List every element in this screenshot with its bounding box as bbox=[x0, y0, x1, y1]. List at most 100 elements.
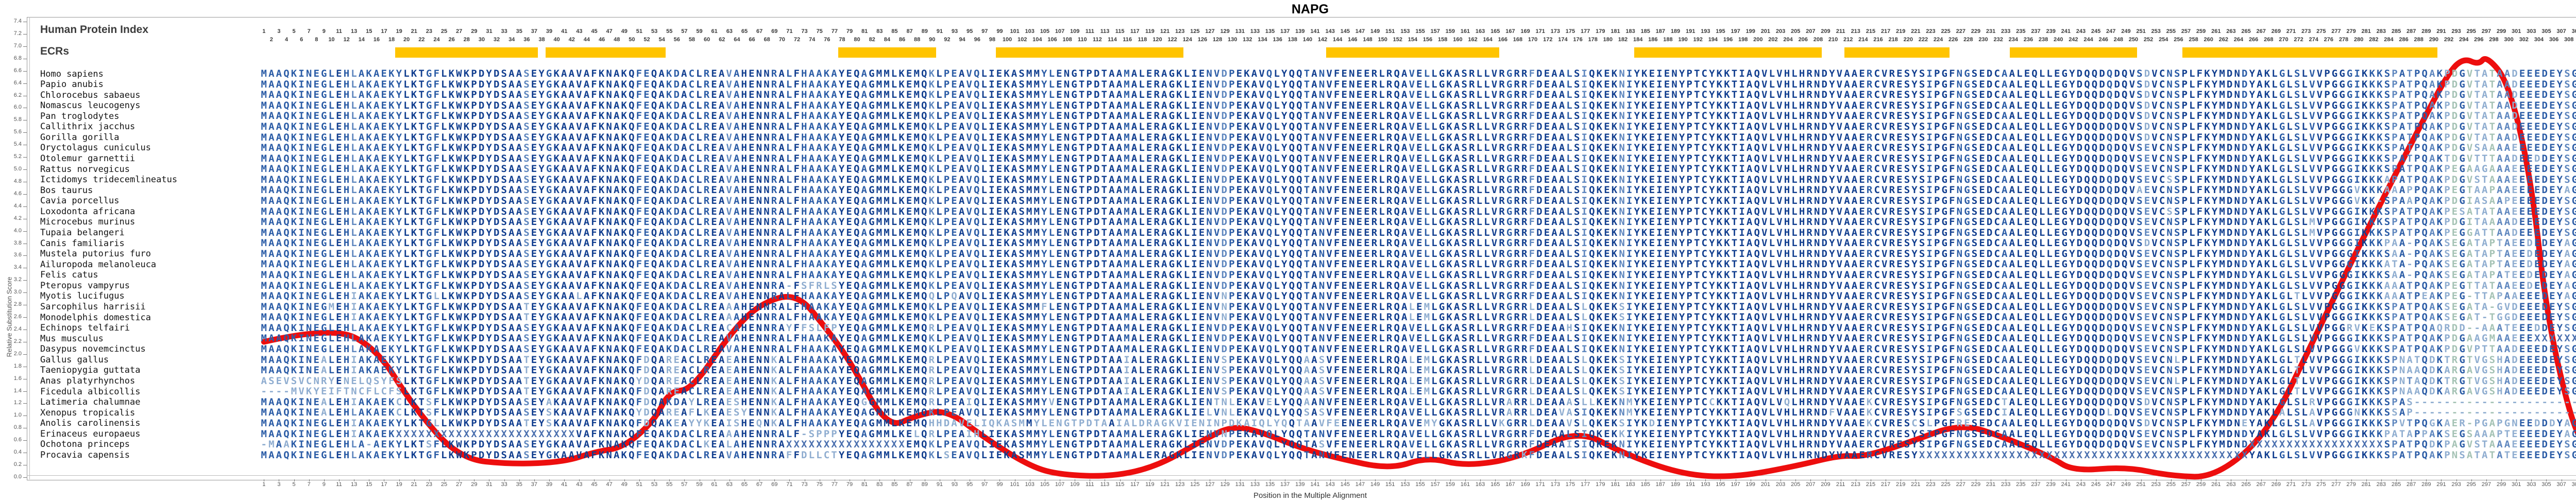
x-tick-mark bbox=[2156, 479, 2157, 481]
x-tick-label: 25 bbox=[440, 481, 448, 488]
x-tick-label: 69 bbox=[771, 481, 778, 488]
x-tick-label: 143 bbox=[1325, 481, 1335, 488]
column-number: 77 bbox=[831, 28, 838, 34]
species-name: Otolemur garnettii bbox=[40, 153, 135, 164]
x-tick-label: 259 bbox=[2196, 481, 2206, 488]
x-tick-label: 277 bbox=[2331, 481, 2341, 488]
x-tick-label: 303 bbox=[2527, 481, 2536, 488]
x-tick-label: 245 bbox=[2091, 481, 2101, 488]
column-number: 93 bbox=[951, 28, 958, 34]
x-tick-label: 67 bbox=[756, 481, 763, 488]
column-number: 290 bbox=[2429, 37, 2439, 43]
column-number: 88 bbox=[914, 37, 921, 43]
column-number: 308 bbox=[2564, 37, 2574, 43]
x-tick-label: 181 bbox=[1611, 481, 1620, 488]
x-tick-label: 33 bbox=[501, 481, 507, 488]
column-number: 61 bbox=[711, 28, 718, 34]
species-name: Anolis carolinensis bbox=[40, 418, 141, 429]
x-tick-label: 151 bbox=[1385, 481, 1395, 488]
column-number: 309 bbox=[2571, 28, 2576, 34]
x-tick-mark bbox=[894, 479, 895, 481]
x-tick-mark bbox=[684, 479, 685, 481]
y-tick-label: 6.8 bbox=[13, 55, 22, 61]
species-name: Loxodonta africana bbox=[40, 206, 135, 217]
column-number: 138 bbox=[1287, 37, 1297, 43]
column-number: 272 bbox=[2294, 37, 2303, 43]
column-number: 76 bbox=[824, 37, 831, 43]
column-number: 183 bbox=[1625, 28, 1635, 34]
column-number: 65 bbox=[741, 28, 748, 34]
x-tick-label: 127 bbox=[1205, 481, 1215, 488]
column-number: 13 bbox=[351, 28, 358, 34]
x-tick-label: 91 bbox=[936, 481, 943, 488]
x-tick-label: 29 bbox=[471, 481, 478, 488]
x-tick-mark bbox=[2366, 479, 2367, 481]
column-number: 58 bbox=[688, 37, 696, 43]
x-tick-label: 105 bbox=[1040, 481, 1050, 488]
x-tick-label: 65 bbox=[741, 481, 748, 488]
x-tick-label: 197 bbox=[1731, 481, 1740, 488]
x-tick-label: 75 bbox=[816, 481, 823, 488]
column-number: 188 bbox=[1663, 37, 1673, 43]
column-number: 236 bbox=[2023, 37, 2033, 43]
x-tick-mark bbox=[459, 479, 460, 481]
x-tick-mark bbox=[1600, 479, 1601, 481]
column-number: 39 bbox=[546, 28, 553, 34]
column-number: 91 bbox=[936, 28, 943, 34]
y-tick-mark bbox=[23, 440, 27, 441]
y-tick-label: 2.4 bbox=[13, 325, 22, 332]
x-tick-mark bbox=[789, 479, 790, 481]
x-tick-label: 115 bbox=[1115, 481, 1125, 488]
column-number: 55 bbox=[666, 28, 673, 34]
y-tick-mark bbox=[23, 157, 27, 158]
x-tick-label: 119 bbox=[1145, 481, 1155, 488]
y-tick-mark bbox=[23, 169, 27, 170]
column-number: 223 bbox=[1926, 28, 1936, 34]
column-number: 35 bbox=[516, 28, 522, 34]
y-tick-label: 6.4 bbox=[13, 79, 22, 86]
column-number: 162 bbox=[1468, 37, 1478, 43]
column-number: 175 bbox=[1565, 28, 1575, 34]
x-tick-label: 273 bbox=[2301, 481, 2311, 488]
column-number: 64 bbox=[734, 37, 740, 43]
y-tick-mark bbox=[23, 391, 27, 392]
x-tick-label: 155 bbox=[1415, 481, 1425, 488]
x-tick-label: 87 bbox=[906, 481, 913, 488]
column-number: 73 bbox=[801, 28, 808, 34]
x-tick-mark bbox=[1795, 479, 1797, 481]
y-tick-label: 3.6 bbox=[13, 252, 22, 258]
x-tick-label: 37 bbox=[531, 481, 538, 488]
column-number: 254 bbox=[2159, 37, 2168, 43]
column-number: 264 bbox=[2233, 37, 2244, 43]
x-tick-label: 239 bbox=[2046, 481, 2056, 488]
column-number: 94 bbox=[959, 37, 965, 43]
column-number: 197 bbox=[1731, 28, 1740, 34]
column-number: 274 bbox=[2309, 37, 2318, 43]
x-tick-label: 97 bbox=[981, 481, 988, 488]
column-number: 201 bbox=[1760, 28, 1771, 34]
x-tick-label: 199 bbox=[1745, 481, 1755, 488]
x-tick-label: 137 bbox=[1280, 481, 1290, 488]
column-number: 172 bbox=[1543, 37, 1553, 43]
x-tick-mark bbox=[1585, 479, 1586, 481]
species-name: Papio anubis bbox=[40, 79, 104, 90]
y-tick-mark bbox=[23, 206, 27, 207]
column-number: 178 bbox=[1588, 37, 1598, 43]
x-tick-mark bbox=[1660, 479, 1661, 481]
column-number: 71 bbox=[786, 28, 793, 34]
column-number: 86 bbox=[899, 37, 906, 43]
column-number: 295 bbox=[2466, 28, 2476, 34]
column-number: 103 bbox=[1025, 28, 1035, 34]
column-number: 143 bbox=[1325, 28, 1335, 34]
column-number: 34 bbox=[509, 37, 515, 43]
column-number: 119 bbox=[1145, 28, 1155, 34]
x-tick-mark bbox=[2036, 479, 2037, 481]
column-number: 219 bbox=[1896, 28, 1906, 34]
column-number: 153 bbox=[1400, 28, 1410, 34]
column-number: 8 bbox=[315, 37, 318, 43]
x-tick-mark bbox=[2291, 479, 2292, 481]
column-number: 16 bbox=[373, 37, 380, 43]
